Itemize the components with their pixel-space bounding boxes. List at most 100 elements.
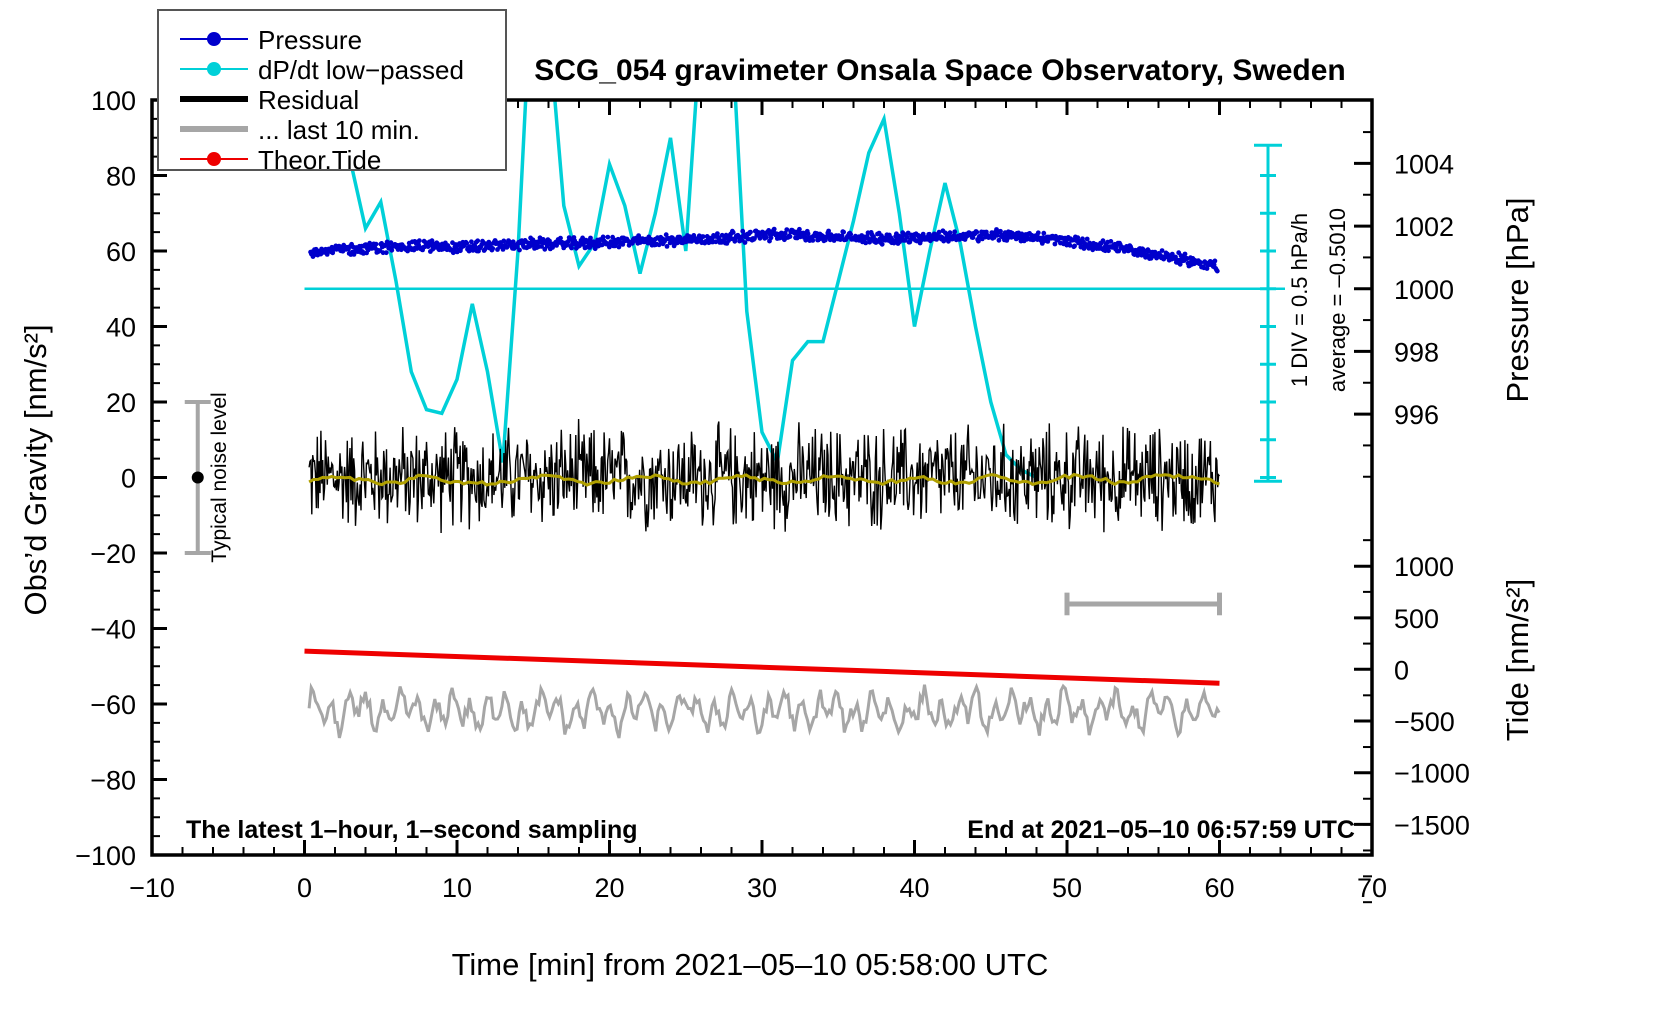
series-residual-lowpassed [308, 472, 1220, 487]
pressure-sample-dot [389, 247, 395, 253]
pressure-sample-dot [1067, 242, 1073, 248]
x-axis-title: Time [min] from 2021–05–10 05:58:00 UTC [452, 947, 1049, 982]
pressure-sample-dot [1045, 239, 1051, 244]
ytick-label: −20 [90, 539, 136, 569]
pressure-sample-dot [1212, 258, 1218, 264]
tide-tick-label: −500 [1394, 707, 1455, 737]
dpdt-average-label: average = –0.5010 [1325, 208, 1350, 392]
pressure-sample-dot [1214, 268, 1220, 274]
pressure-sample-dot [473, 245, 478, 250]
xtick-label: 60 [1204, 873, 1234, 903]
ytick-label: 20 [106, 388, 136, 418]
pressure-axis-title: Pressure [hPa] [1500, 197, 1535, 402]
pressure-sample-dot [713, 239, 719, 245]
noise-center-dot [191, 471, 204, 484]
pressure-sample-dot [715, 231, 720, 237]
tide-axis-title: Tide [nm/s²] [1500, 579, 1535, 742]
dpdt-scale-indicator: 1 DIV = 0.5 hPa/h average = –0.5010 [1254, 143, 1350, 483]
ytick-label: −60 [90, 690, 136, 720]
legend-swatch-marker [207, 62, 221, 76]
tide-tick-label: 0 [1394, 655, 1409, 685]
pressure-sample-dot [920, 231, 926, 237]
pressure-sample-dot [952, 229, 958, 235]
legend-item[interactable]: Theor.Tide [180, 145, 381, 175]
pressure-sample-dot [367, 240, 373, 246]
legend-item-label: dP/dt low−passed [258, 55, 464, 85]
pressure-sample-dot [517, 247, 522, 253]
pressure-sample-dot [757, 235, 763, 241]
pressure-sample-dot [863, 240, 869, 246]
legend-item[interactable]: dP/dt low−passed [180, 55, 464, 85]
pressure-sample-dot [527, 244, 533, 249]
ytick-label: −40 [90, 615, 136, 645]
pressure-sample-dot [1159, 248, 1165, 254]
xtick-label: 50 [1052, 873, 1082, 903]
pressure-sample-dot [616, 244, 622, 250]
legend-item[interactable]: ... last 10 min. [180, 115, 420, 145]
ytick-label: 40 [106, 313, 136, 343]
pressure-sample-dot [501, 238, 507, 244]
pressure-sample-dot [539, 244, 544, 249]
pressure-sample-dot [826, 228, 831, 234]
pressure-sample-dot [1019, 231, 1025, 237]
pressure-sample-dot [787, 234, 793, 240]
pressure-sample-dot [1041, 230, 1047, 236]
tide-tick-label: 1000 [1394, 552, 1454, 582]
pressure-sample-dot [797, 226, 802, 232]
pressure-sample-dot [417, 238, 422, 244]
pressure-sample-dot [782, 230, 788, 236]
pressure-sample-dot [324, 252, 330, 257]
pressure-sample-dot [839, 233, 845, 239]
pressure-sample-dot [719, 232, 725, 238]
tide-tick-label: −1500 [1394, 810, 1470, 840]
pressure-sample-dot [742, 240, 748, 245]
series-dpdt-line [341, 100, 1038, 480]
pressure-sample-dot [947, 230, 953, 236]
tide-tick-label: 500 [1394, 604, 1439, 634]
pressure-sample-dot [763, 235, 769, 240]
pressure-sample-dot [970, 235, 976, 241]
legend-item-label: Pressure [258, 25, 362, 55]
legend-item-label: Residual [258, 85, 359, 115]
pressure-sample-dot [588, 235, 593, 241]
xtick-label: 20 [594, 873, 624, 903]
pressure-tick-label: 1004 [1394, 149, 1454, 179]
pressure-sample-dot [373, 241, 379, 247]
pressure-sample-dot [1052, 241, 1058, 247]
pressure-sample-dot [974, 229, 980, 235]
pressure-sample-dot [490, 246, 496, 251]
xtick-label: 70 [1357, 873, 1387, 903]
pressure-tick-label: 996 [1394, 400, 1439, 430]
pressure-sample-dot [1084, 236, 1090, 242]
pressure-sample-dot [504, 244, 510, 250]
pressure-sample-dot [1100, 238, 1106, 244]
pressure-sample-dot [1072, 243, 1077, 249]
pressure-sample-dot [469, 239, 474, 245]
legend-item[interactable]: Pressure [180, 25, 362, 55]
pressure-sample-dot [464, 240, 470, 246]
pressure-sample-dot [748, 229, 753, 235]
pressure-sample-dot [1211, 262, 1217, 268]
pressure-sample-dot [768, 235, 774, 241]
pressure-sample-dot [805, 231, 811, 237]
legend-item[interactable]: Residual [180, 85, 359, 115]
xtick-label: 30 [747, 873, 777, 903]
pressure-sample-dot [558, 235, 563, 241]
pressure-sample-dot [610, 234, 615, 240]
pressure-sample-dot [383, 250, 389, 256]
tide-tick-label: −1000 [1394, 759, 1470, 789]
series-theor-tide [304, 648, 1220, 686]
pressure-sample-dot [554, 243, 559, 248]
pressure-sample-dot [905, 234, 910, 240]
ytick-label: 80 [106, 162, 136, 192]
legend-item-label: Theor.Tide [258, 145, 381, 175]
pressure-sample-dot [848, 232, 854, 237]
ytick-label: 60 [106, 237, 136, 267]
pressure-sample-dot [1204, 266, 1210, 271]
legend-swatch-marker [207, 152, 221, 166]
pressure-tick-label: 1000 [1394, 275, 1454, 305]
xtick-label: 40 [899, 873, 929, 903]
ytick-label: −100 [75, 841, 136, 871]
